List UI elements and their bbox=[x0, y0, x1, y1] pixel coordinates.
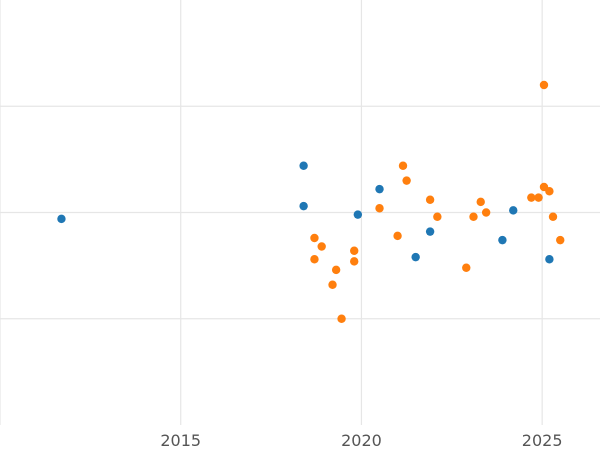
x-tick-label: 2025 bbox=[522, 431, 563, 450]
scatter-point bbox=[402, 176, 411, 185]
scatter-point bbox=[469, 212, 478, 221]
scatter-point bbox=[534, 193, 543, 202]
scatter-point bbox=[299, 201, 308, 211]
scatter-point bbox=[433, 212, 442, 221]
scatter-point bbox=[353, 210, 363, 219]
scatter-point bbox=[481, 208, 491, 217]
x-tick-label: 2015 bbox=[160, 431, 201, 450]
scatter-point bbox=[545, 255, 554, 264]
scatter-point bbox=[548, 212, 558, 221]
scatter-point bbox=[375, 204, 384, 213]
points-layer bbox=[57, 80, 565, 323]
scatter-point bbox=[498, 235, 507, 245]
scatter-point bbox=[425, 227, 435, 236]
grid-layer bbox=[0, 0, 600, 425]
scatter-point bbox=[310, 255, 319, 264]
scatter-point bbox=[462, 263, 471, 272]
scatter-point bbox=[476, 197, 485, 207]
scatter-point bbox=[393, 231, 402, 241]
scatter-point bbox=[527, 193, 536, 202]
scatter-point bbox=[556, 235, 565, 245]
scatter-point bbox=[411, 252, 420, 262]
scatter-point bbox=[350, 246, 359, 255]
scatter-point bbox=[545, 187, 554, 196]
scatter-point bbox=[310, 233, 319, 243]
x-tick-label: 2020 bbox=[341, 431, 382, 450]
scatter-point bbox=[328, 280, 337, 289]
scatter-point bbox=[398, 161, 408, 170]
scatter-point bbox=[350, 257, 359, 266]
scatter-point bbox=[375, 184, 384, 194]
scatter-point bbox=[57, 214, 66, 224]
scatter-point bbox=[509, 206, 518, 215]
scatter-point bbox=[425, 195, 435, 204]
scatter-point bbox=[337, 314, 346, 323]
scatter-point bbox=[317, 242, 326, 251]
tick-labels: 2015 2020 2025 bbox=[160, 431, 562, 450]
scatter-point bbox=[331, 265, 341, 275]
scatter-point bbox=[539, 80, 549, 90]
scatter-point bbox=[299, 161, 308, 170]
